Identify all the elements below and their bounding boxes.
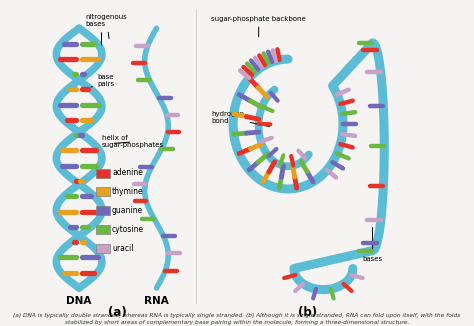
Text: nitrogenous
bases: nitrogenous bases xyxy=(86,14,128,38)
Text: sugar-phosphate backbone: sugar-phosphate backbone xyxy=(211,16,306,37)
Text: DNA: DNA xyxy=(66,296,92,306)
FancyBboxPatch shape xyxy=(96,244,110,253)
FancyBboxPatch shape xyxy=(96,206,110,215)
Text: RNA: RNA xyxy=(144,296,169,306)
Text: thymine: thymine xyxy=(112,187,144,196)
Text: adenine: adenine xyxy=(112,168,143,177)
FancyBboxPatch shape xyxy=(96,187,110,197)
Text: (b): (b) xyxy=(298,306,317,319)
Text: guanine: guanine xyxy=(112,206,143,215)
Text: bases: bases xyxy=(363,228,383,262)
Text: (a) DNA is typically double stranded, whereas RNA is typically single stranded. : (a) DNA is typically double stranded, wh… xyxy=(13,313,461,325)
FancyBboxPatch shape xyxy=(96,225,110,234)
Text: cytosine: cytosine xyxy=(112,225,144,234)
Text: uracil: uracil xyxy=(112,244,134,253)
Text: base
pairs: base pairs xyxy=(91,74,115,87)
Text: hydrogen
bond: hydrogen bond xyxy=(211,111,270,127)
Text: helix of
sugar-phosphates: helix of sugar-phosphates xyxy=(101,135,164,148)
FancyBboxPatch shape xyxy=(96,169,110,178)
Text: (a): (a) xyxy=(108,306,127,319)
